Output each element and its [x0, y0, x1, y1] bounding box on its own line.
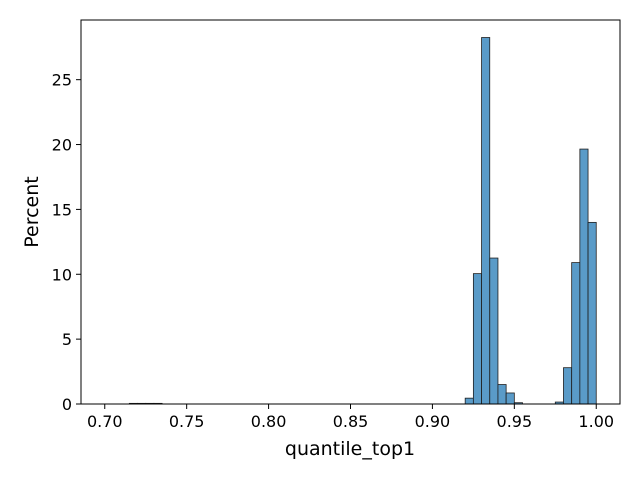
- y-axis: 0 5 10 15 20 25: [52, 71, 81, 414]
- y-tick-label: 10: [52, 265, 72, 284]
- x-axis-label: quantile_top1: [285, 438, 415, 460]
- y-tick-label: 5: [62, 330, 72, 349]
- x-tick-label: 0.95: [497, 412, 533, 431]
- x-tick-label: 0.85: [333, 412, 369, 431]
- histogram-bars: [128, 37, 597, 405]
- histogram-bar-9: [505, 392, 515, 405]
- x-tick-label: 0.70: [87, 412, 123, 431]
- x-axis: 0.70 0.75 0.80 0.85 0.90 0.95 1.00: [87, 404, 614, 431]
- histogram-bar-6: [481, 37, 491, 405]
- y-tick-label: 25: [52, 71, 72, 90]
- histogram-bar-15: [587, 221, 597, 405]
- y-tick-label: 0: [62, 395, 72, 414]
- y-tick-label: 15: [52, 200, 72, 219]
- histogram-bar-13: [571, 262, 581, 405]
- histogram-bar-12: [563, 367, 573, 405]
- histogram-bar-4: [464, 397, 474, 405]
- histogram-bar-8: [497, 384, 507, 405]
- y-axis-label: Percent: [21, 176, 43, 248]
- histogram-bar-7: [489, 257, 499, 405]
- x-tick-label: 0.80: [251, 412, 287, 431]
- y-tick-label: 20: [52, 136, 72, 155]
- x-tick-label: 0.75: [169, 412, 205, 431]
- x-tick-label: 0.90: [415, 412, 451, 431]
- histogram-bar-14: [579, 148, 589, 405]
- histogram-bar-5: [472, 273, 482, 405]
- x-tick-label: 1.00: [578, 412, 614, 431]
- plot-frame: [80, 19, 621, 405]
